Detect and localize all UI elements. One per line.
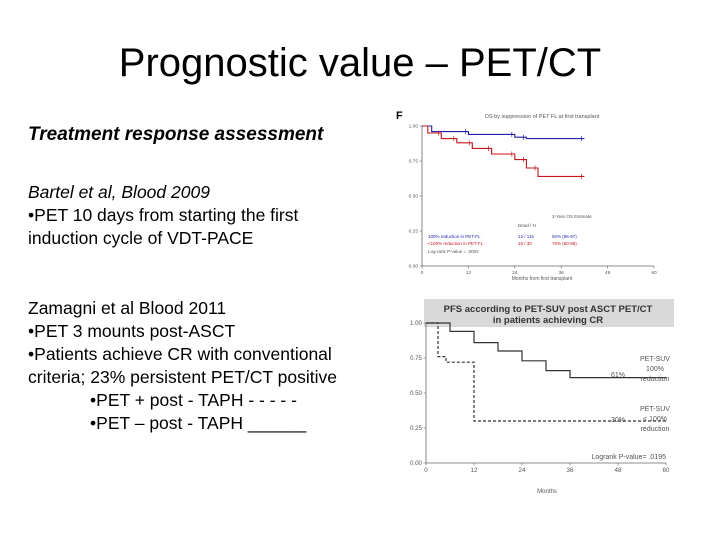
zamagni-bullet-2-continuation: criteria; 23% persistent PET/CT positive [28,367,337,387]
x-tick-label: 12 [466,270,472,276]
y-tick-label: 0.75 [409,159,419,165]
chart1-legend-blue-os: 92% (86-97) [552,234,577,239]
chart1-axes: 0 12 24 36 48 60 0.00 0.25 0.50 0.75 1.00 [409,124,657,276]
chart1-p-value: Log-rank P-value = .0002 [428,249,479,254]
bartel-bullet-1: PET 10 days from starting the first [28,204,298,227]
bartel-bullet-1-text: PET 10 days from starting the first [34,205,299,225]
x-tick-label: 48 [615,467,622,474]
bartel-block: Bartel et al, Blood 2009 PET 10 days fro… [28,181,298,250]
chart2-series [426,322,666,422]
chart2-legend: PET-SUV 100% reduction 61% PET-SUV < 100… [591,356,670,461]
chart2-axes: 0 12 24 36 48 60 0.00 0.25 0.50 0.75 1.00 [410,320,670,474]
chart2-title-banner [424,299,674,327]
x-tick-label: 60 [651,270,657,276]
y-tick-label: 0.50 [409,194,419,200]
x-tick-label: 0 [424,467,428,474]
chart2-legend-solid-line1: PET-SUV [640,356,670,363]
y-tick-label: 0.25 [409,229,419,235]
y-tick-label: 1.00 [409,124,419,130]
bartel-bullet-1-continuation: induction cycle of VDT-PACE [28,228,254,248]
chart2-legend-dashed-line3: reduction [641,426,670,433]
y-tick-label: 0.25 [410,425,423,432]
chart2-subtitle: in patients achieving CR [493,315,603,326]
pfs-kaplan-meier-chart: PFS according to PET-SUV post ASCT PET/C… [410,299,674,495]
zamagni-bullet-1-text: PET 3 mounts post-ASCT [34,321,236,341]
chart1-table-header-dead: Dead / N [518,223,536,228]
x-tick-label: 0 [421,270,424,276]
y-tick-label: 0.75 [410,355,423,362]
slide-title: Prognostic value – PET/CT [118,41,602,85]
y-tick-label: 0.00 [410,460,423,467]
zamagni-sub-bullet-1: PET + post - TAPH - - - - - [28,389,337,412]
zamagni-bullet-1: PET 3 mounts post-ASCT [28,320,337,343]
chart2-legend-solid-line2: 100% [646,366,664,373]
chart1-title: OS by suppression of PET FL at first tra… [485,114,600,120]
zamagni-bullet-2: Patients achieve CR with conventional [28,343,337,366]
chart2-end-label-dashed: 30% [611,417,625,424]
chart2-end-label-solid: 61% [611,372,625,379]
bullet-icon [28,344,34,364]
slide-subtitle: Treatment response assessment [28,124,324,145]
chart2-legend-solid-line3: reduction [641,376,670,383]
chart2-legend-dashed-line1: PET-SUV [640,406,670,413]
y-tick-label: 0.00 [409,264,419,270]
x-tick-label: 24 [512,270,518,276]
zamagni-reference: Zamagni et al Blood 2011 [28,298,227,318]
bullet-icon [28,205,34,225]
chart1-legend-red-dead: 16 / 30 [518,241,532,246]
series-line-1 [426,322,666,422]
zamagni-sub-bullet-1-text: PET + post - TAPH - - - - - [96,390,297,410]
chart1-table: Dead / N 3-Year OS Estimate 100% reducti… [428,214,592,254]
chart1-legend-red-os: 76% (60-88) [552,241,577,246]
bullet-icon [28,321,34,341]
chart2-legend-dashed-line2: < 100% [643,416,667,423]
bartel-reference: Bartel et al, Blood 2009 [28,182,210,202]
chart1-series [422,125,585,179]
x-tick-label: 36 [559,270,565,276]
panel-letter: F [396,110,403,122]
chart1-legend-blue: 100% reduction in PET-FL [428,234,481,239]
os-kaplan-meier-chart: F OS by suppression of PET FL at first t… [396,110,657,282]
chart1-x-label: Months from first transplant [512,276,573,282]
x-tick-label: 48 [605,270,611,276]
chart1-legend-red: <100% reduction in PET-FL [428,241,484,246]
x-tick-label: 60 [663,467,670,474]
chart2-x-label: Months [537,489,557,495]
chart1-legend-blue-dead: 12 / 115 [518,234,534,239]
chart2-title: PFS according to PET-SUV post ASCT PET/C… [444,304,653,315]
zamagni-sub-bullet-2: PET – post - TAPH ______ [28,412,337,435]
bullet-icon [90,413,96,433]
series-line-0 [426,322,666,379]
bullet-icon [90,390,96,410]
y-tick-label: 1.00 [410,320,423,327]
x-tick-label: 12 [471,467,478,474]
zamagni-block: Zamagni et al Blood 2011 PET 3 mounts po… [28,297,337,435]
x-tick-label: 36 [567,467,574,474]
y-tick-label: 0.50 [410,390,423,397]
series-line-1 [422,125,585,177]
chart1-table-header-os: 3-Year OS Estimate [552,214,592,219]
chart2-p-value: Logrank P-value= .0195 [591,454,666,461]
series-line-0 [422,125,585,140]
x-tick-label: 24 [519,467,526,474]
zamagni-bullet-2-text: Patients achieve CR with conventional [34,344,332,364]
zamagni-sub-bullet-2-text: PET – post - TAPH ______ [96,413,307,433]
